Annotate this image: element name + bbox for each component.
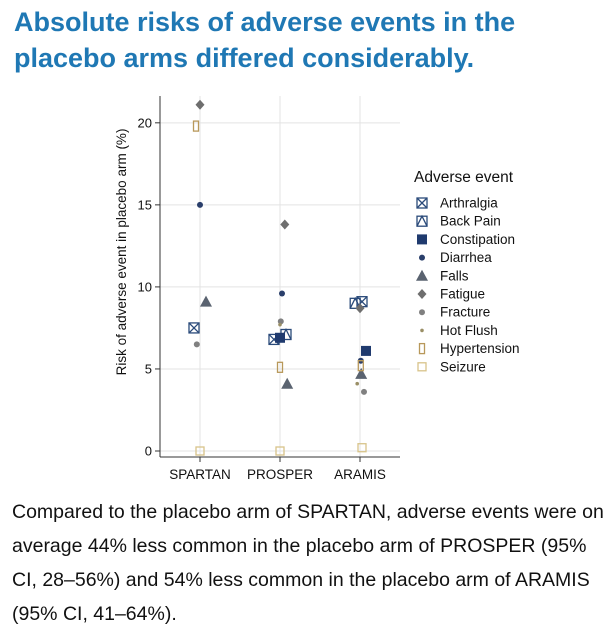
y-tick-label: 10 (138, 279, 152, 294)
data-point-fracture (361, 388, 367, 395)
data-point-fatigue (280, 219, 290, 230)
legend-label: Fatigue (440, 287, 485, 302)
data-point-hypertension (192, 120, 200, 132)
data-point-hot-flush (355, 381, 360, 386)
legend-swatch (416, 197, 428, 209)
data-point-hot-flush (278, 322, 282, 327)
legend-swatch (416, 214, 428, 227)
legend-label: Fracture (440, 305, 490, 320)
data-point-diarrhea (197, 201, 203, 208)
x-tick-label: SPARTAN (169, 467, 231, 482)
data-point-fatigue (355, 303, 365, 314)
legend-label: Diarrhea (440, 250, 492, 265)
legend: Adverse event Arthralgia Back Pain Constip… (414, 169, 520, 374)
headline: Absolute risks of adverse events in the … (14, 7, 516, 73)
legend-swatch (419, 309, 425, 316)
legend-swatch (417, 234, 427, 245)
legend-label: Hypertension (440, 341, 520, 356)
legend-item: Back Pain (416, 214, 501, 229)
data-point-constipation (361, 345, 371, 356)
y-tick-label: 5 (145, 361, 152, 376)
caption: Compared to the placebo arm of SPARTAN, … (12, 501, 604, 625)
legend-swatch (419, 254, 425, 261)
legend-item: Falls (416, 268, 469, 283)
legend-swatch (418, 342, 426, 355)
y-axis-label: Risk of adverse event in placebo arm (%) (114, 129, 129, 376)
legend-item: Fracture (419, 305, 490, 320)
y-tick-label: 0 (145, 444, 152, 459)
legend-item: Hypertension (418, 341, 520, 356)
data-point-seizure (275, 446, 285, 456)
legend-label: Hot Flush (440, 323, 498, 338)
data-point-seizure (357, 443, 367, 453)
scatter-chart: 0 5 10 15 20 SPARTAN PROSPER ARAMIS Risk of adv… (114, 96, 520, 482)
data-point-fracture (277, 318, 284, 325)
data-point-fracture (193, 341, 200, 348)
data-point-arthralgia (188, 322, 200, 334)
legend-label: Back Pain (440, 214, 501, 229)
y-tick-label: 15 (138, 197, 152, 212)
y-tick-label: 20 (138, 115, 152, 130)
data-point-constipation (275, 332, 285, 343)
legend-item: Constipation (417, 232, 515, 247)
data-point-hypertension (357, 360, 364, 372)
legend-item: Arthralgia (416, 196, 498, 211)
legend-item: Diarrhea (419, 250, 492, 265)
legend-title: Adverse event (414, 169, 514, 186)
legend-label: Seizure (440, 359, 486, 374)
data-point-diarrhea (279, 290, 285, 297)
data-point-falls (281, 377, 294, 389)
legend-label: Constipation (440, 232, 515, 247)
data-point-fatigue (195, 99, 205, 110)
legend-label: Falls (440, 268, 469, 283)
legend-swatch (417, 289, 427, 299)
legend-swatch (416, 269, 428, 281)
data-point-hypertension (276, 361, 284, 373)
legend-swatch (420, 328, 424, 333)
legend-swatch (417, 362, 427, 372)
legend-item: Hot Flush (420, 323, 498, 338)
data-point-falls (355, 367, 368, 379)
x-tick-label: PROSPER (247, 467, 313, 482)
data-point-seizure (195, 446, 205, 456)
plot-area: 0 5 10 15 20 SPARTAN PROSPER ARAMIS (138, 96, 400, 482)
data-point-falls (200, 295, 212, 307)
legend-label: Arthralgia (440, 196, 498, 211)
legend-item: Fatigue (417, 287, 485, 302)
x-tick-label: ARAMIS (334, 467, 386, 482)
legend-item: Seizure (417, 359, 486, 374)
